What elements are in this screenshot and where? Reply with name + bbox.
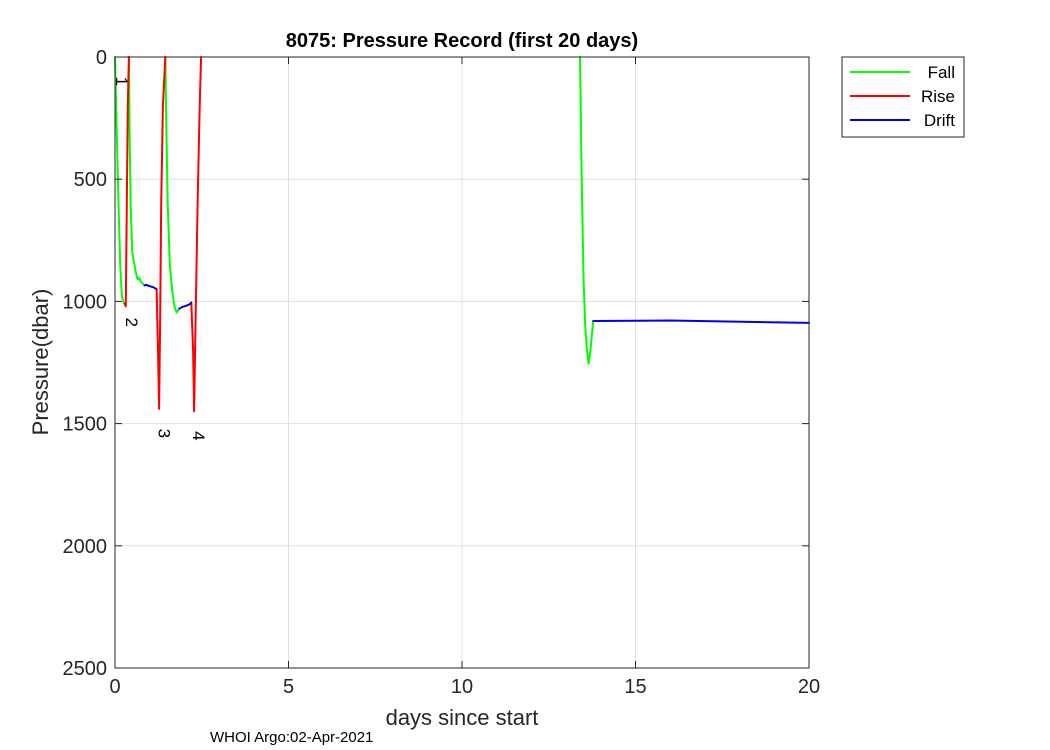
legend-label-rise: Rise <box>921 87 955 106</box>
series-line-fall <box>164 56 181 314</box>
series-line-rise <box>123 56 130 308</box>
ticks: 0 5 10 15 20 0 500 1000 1500 2000 2500 <box>63 47 821 698</box>
series-line-drift <box>592 319 810 324</box>
annotations: 1 2 3 4 <box>112 77 208 441</box>
series-line-fall <box>127 56 146 287</box>
legend: Fall Rise Drift <box>841 56 965 138</box>
y-tick-label: 1000 <box>63 291 108 313</box>
y-tick-label: 2500 <box>63 658 108 680</box>
legend-label-fall: Fall <box>928 63 955 82</box>
footer-stamp: WHOI Argo:02-Apr-2021 <box>210 729 373 746</box>
series-line-rise <box>155 56 167 410</box>
profile-marker: 1 <box>112 77 131 86</box>
y-tick-label: 2000 <box>63 536 108 558</box>
x-tick-label: 10 <box>451 676 473 698</box>
series-line-fall <box>114 56 126 305</box>
series-line-rise <box>190 56 203 413</box>
x-tick-label: 5 <box>283 676 294 698</box>
series-line-fall <box>579 56 595 365</box>
series-line-drift <box>143 283 158 291</box>
series-line-drift <box>178 301 193 310</box>
profile-marker: 3 <box>154 429 173 438</box>
x-tick-label: 0 <box>109 676 120 698</box>
y-tick-label: 500 <box>74 169 107 191</box>
legend-label-drift: Drift <box>924 111 955 130</box>
plot-lines <box>114 56 810 413</box>
y-tick-label: 1500 <box>63 414 108 436</box>
grid <box>115 57 809 668</box>
profile-marker: 2 <box>122 317 141 326</box>
x-tick-label: 20 <box>798 676 820 698</box>
y-tick-label: 0 <box>96 47 107 69</box>
chart-title: 8075: Pressure Record (first 20 days) <box>286 30 638 52</box>
x-tick-label: 15 <box>624 676 646 698</box>
profile-marker: 4 <box>189 431 208 440</box>
y-axis-label: Pressure(dbar) <box>28 289 53 436</box>
x-axis-label: days since start <box>386 705 539 730</box>
